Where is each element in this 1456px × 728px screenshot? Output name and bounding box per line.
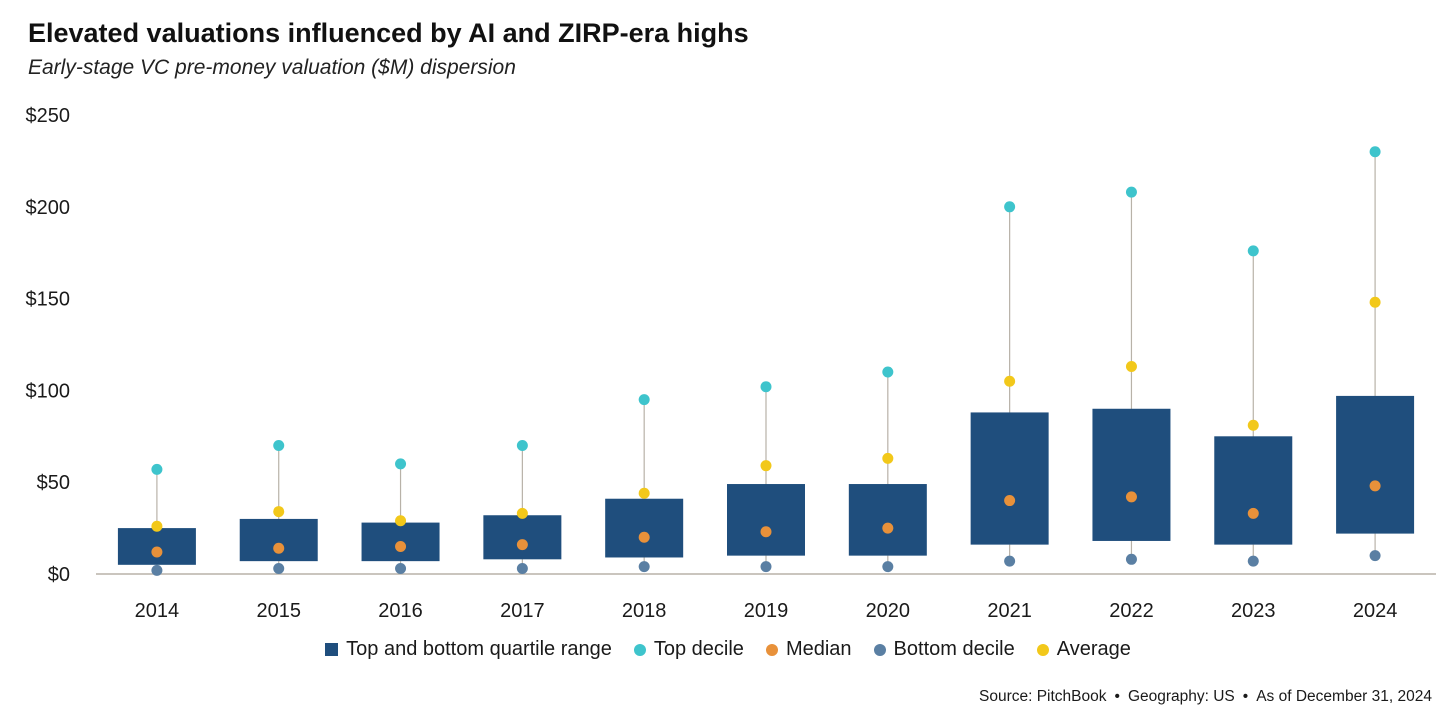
x-tick-label: 2016 bbox=[378, 600, 423, 622]
bottom-decile-point bbox=[151, 564, 163, 576]
legend-swatch-bottom-decile bbox=[873, 643, 886, 656]
legend-swatch-quartile-range bbox=[325, 643, 339, 656]
quartile-box bbox=[970, 412, 1049, 545]
bottom-decile-point bbox=[395, 562, 407, 574]
source-separator: • bbox=[1242, 688, 1249, 705]
legend-label-quartile-range: Top and bottom quartile range bbox=[346, 638, 612, 660]
median-point bbox=[1004, 495, 1016, 507]
median-point bbox=[273, 542, 285, 554]
as-of-text: As of December 31, 2024 bbox=[1256, 688, 1432, 705]
x-tick-label: 2022 bbox=[1109, 600, 1154, 622]
median-point bbox=[638, 531, 650, 543]
legend-swatch-average bbox=[1036, 643, 1049, 656]
quartile-box bbox=[727, 484, 805, 556]
source-text: Source: PitchBook bbox=[978, 688, 1107, 705]
x-tick-label: 2017 bbox=[500, 600, 545, 622]
top-decile-point bbox=[882, 366, 894, 378]
legend-item-top-decile: Top decile bbox=[633, 638, 744, 661]
source-separator: • bbox=[1114, 688, 1120, 705]
average-point bbox=[1125, 361, 1137, 373]
y-tick-label: $50 bbox=[37, 472, 70, 494]
chart-legend: Top and bottom quartile range Top decile… bbox=[0, 638, 1456, 661]
geography-text: Geography: US bbox=[1127, 688, 1235, 705]
median-point bbox=[395, 540, 407, 552]
quartile-box bbox=[1092, 408, 1171, 541]
y-tick-label: $250 bbox=[26, 105, 71, 127]
top-decile-point bbox=[516, 439, 528, 451]
x-tick-label: 2020 bbox=[866, 600, 911, 622]
median-point bbox=[151, 546, 163, 558]
average-point bbox=[516, 507, 528, 519]
top-decile-point bbox=[1125, 186, 1137, 198]
legend-item-bottom-decile: Bottom decile bbox=[873, 638, 1015, 661]
chart-title: Elevated valuations influenced by AI and… bbox=[28, 18, 749, 48]
x-tick-label: 2018 bbox=[622, 600, 667, 622]
y-tick-label: $200 bbox=[26, 197, 71, 219]
quartile-box bbox=[1336, 395, 1415, 534]
average-point bbox=[273, 506, 285, 518]
chart-subtitle: Early-stage VC pre-money valuation ($M) … bbox=[28, 56, 516, 79]
quartile-box bbox=[605, 498, 684, 558]
y-tick-label: $100 bbox=[26, 380, 71, 402]
legend-swatch-median bbox=[765, 643, 778, 656]
top-decile-point bbox=[1369, 146, 1381, 158]
median-point bbox=[1125, 491, 1137, 503]
bottom-decile-point bbox=[760, 561, 772, 573]
average-point bbox=[395, 515, 407, 527]
top-decile-point bbox=[1247, 245, 1259, 257]
bottom-decile-point bbox=[1369, 550, 1381, 562]
average-point bbox=[1004, 375, 1016, 387]
quartile-box bbox=[1214, 436, 1293, 545]
quartile-box bbox=[239, 518, 318, 562]
average-point bbox=[151, 520, 163, 532]
x-tick-label: 2024 bbox=[1353, 600, 1398, 622]
chart-plot: $0 $50 $100 $150 $200 $250 2014 2015 2016 2017 201… bbox=[26, 105, 1436, 622]
median-point bbox=[882, 522, 894, 534]
bottom-decile-point bbox=[273, 562, 285, 574]
x-tick-label: 2014 bbox=[135, 600, 180, 622]
median-point bbox=[1247, 507, 1259, 519]
top-decile-point bbox=[638, 394, 650, 406]
legend-label-average: Average bbox=[1056, 638, 1131, 660]
top-decile-point bbox=[395, 458, 407, 470]
average-point bbox=[638, 487, 650, 499]
legend-item-quartile-range: Top and bottom quartile range bbox=[325, 638, 612, 661]
source-note: Source: PitchBook • Geography: US • As of De… bbox=[979, 688, 1432, 706]
bottom-decile-point bbox=[1125, 553, 1137, 565]
quartile-box bbox=[483, 515, 562, 560]
quartile-box bbox=[848, 484, 927, 556]
legend-item-average: Average bbox=[1036, 638, 1131, 661]
legend-swatch-top-decile bbox=[633, 643, 646, 656]
legend-label-bottom-decile: Bottom decile bbox=[893, 638, 1015, 660]
legend-label-top-decile: Top decile bbox=[653, 638, 744, 660]
median-point bbox=[760, 526, 772, 538]
average-point bbox=[760, 460, 772, 472]
quartile-box bbox=[117, 528, 196, 565]
x-tick-label: 2023 bbox=[1231, 600, 1276, 622]
legend-item-median: Median bbox=[765, 638, 852, 661]
y-tick-label: $150 bbox=[26, 289, 71, 311]
median-point bbox=[1369, 480, 1381, 492]
top-decile-point bbox=[760, 381, 772, 393]
x-tick-label: 2015 bbox=[256, 600, 301, 622]
average-point bbox=[1247, 419, 1259, 431]
y-tick-label: $0 bbox=[48, 564, 70, 586]
bottom-decile-point bbox=[1004, 555, 1016, 567]
top-decile-point bbox=[151, 463, 163, 475]
average-point bbox=[1369, 296, 1381, 308]
bottom-decile-point bbox=[516, 562, 528, 574]
average-point bbox=[882, 452, 894, 464]
bottom-decile-point bbox=[1247, 555, 1259, 567]
top-decile-point bbox=[1004, 201, 1016, 213]
top-decile-point bbox=[273, 439, 285, 451]
legend-label-median: Median bbox=[785, 638, 852, 660]
median-point bbox=[516, 539, 528, 551]
bottom-decile-point bbox=[882, 561, 894, 573]
x-tick-label: 2019 bbox=[744, 600, 789, 622]
bottom-decile-point bbox=[638, 561, 650, 573]
x-tick-label: 2021 bbox=[987, 600, 1032, 622]
